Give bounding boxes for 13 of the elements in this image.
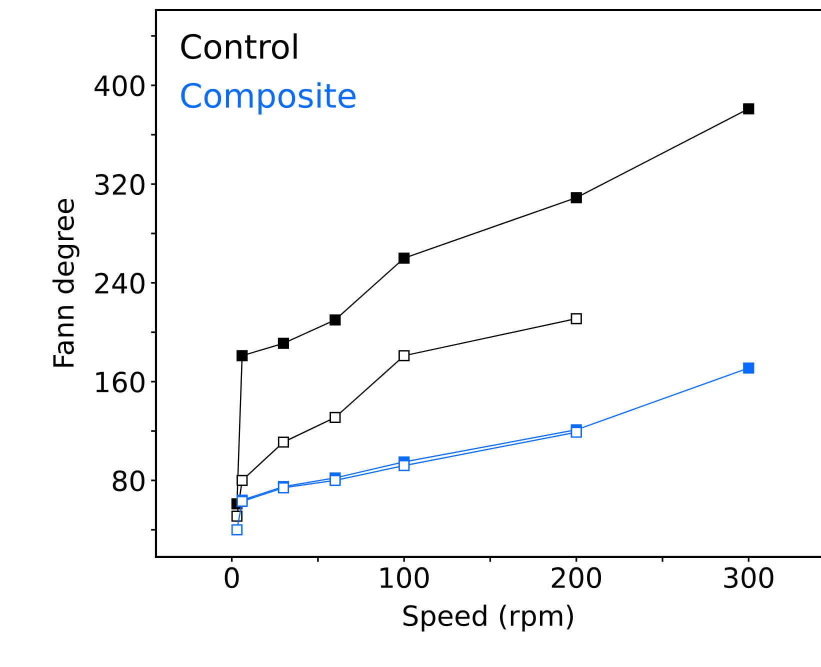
y-tick-label: 240 bbox=[95, 272, 144, 294]
x-tick-label: 200 bbox=[552, 567, 602, 588]
text: Control bbox=[181, 33, 297, 60]
x-tick-label: 100 bbox=[380, 567, 429, 588]
x-axis-title: Speed (rpm) bbox=[403, 604, 573, 632]
y-tick-label: 400 bbox=[94, 75, 144, 96]
text: Composite bbox=[181, 82, 356, 115]
y-tick-label: 320 bbox=[95, 174, 144, 196]
y-axis-title: Fann degree bbox=[52, 199, 80, 367]
y-tick-label: 160 bbox=[96, 372, 144, 393]
x-tick-label: 0 bbox=[224, 567, 239, 588]
y-tick-label: 80 bbox=[112, 470, 144, 492]
x-tick-label: 300 bbox=[724, 567, 774, 588]
